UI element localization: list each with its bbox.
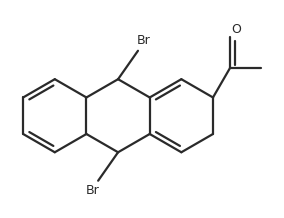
Text: Br: Br bbox=[137, 34, 151, 47]
Text: Br: Br bbox=[85, 184, 99, 197]
Text: O: O bbox=[231, 22, 241, 36]
